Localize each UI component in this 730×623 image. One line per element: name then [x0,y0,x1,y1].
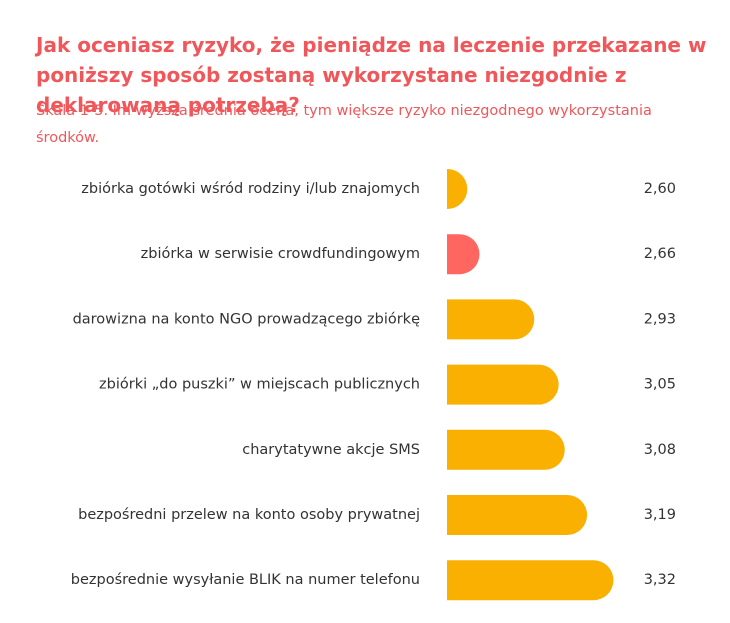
value-label: 3,32 [644,572,676,588]
category-label: zbiórki „do puszki” w miejscach publiczn… [99,377,420,393]
value-label: 3,05 [644,377,676,393]
bar [447,495,588,535]
bar [447,364,559,405]
bar [447,429,565,470]
category-label: charytatywne akcje SMS [242,442,420,458]
bar [447,560,614,601]
bar [447,169,468,209]
category-label: zbiórka w serwisie crowdfundingowym [141,246,420,262]
category-label: zbiórka gotówki wśród rodziny i/lub znaj… [81,181,420,197]
chart-title: Jak oceniasz ryzyko, że pieniądze na lec… [36,33,707,117]
category-label: bezpośredni przelew na konto osoby prywa… [78,507,420,523]
value-label: 2,60 [644,181,676,197]
category-label: bezpośrednie wysyłanie BLIK na numer tel… [71,572,420,588]
value-label: 3,08 [644,442,676,458]
bar [447,299,535,340]
category-label: darowizna na konto NGO prowadzącego zbió… [73,311,420,327]
value-label: 2,66 [644,246,676,262]
chart-subtitle: Skala 1-5. Im wyższa średnia ocena, tym … [36,103,652,146]
value-label: 3,19 [644,507,676,523]
value-label: 2,93 [644,311,676,327]
bar [447,234,480,275]
